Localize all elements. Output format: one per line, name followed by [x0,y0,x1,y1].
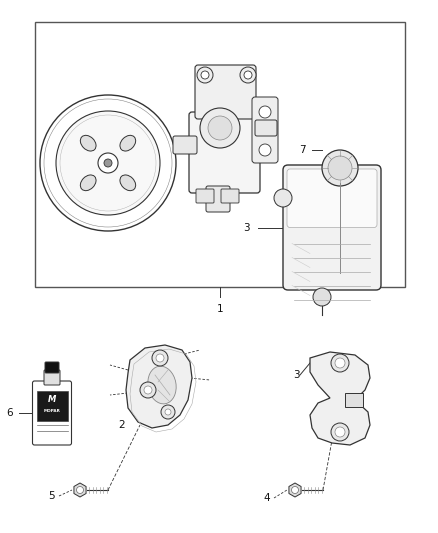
Text: MOPAR: MOPAR [44,409,60,413]
Circle shape [77,487,84,494]
Ellipse shape [80,135,96,151]
Circle shape [274,189,292,207]
Text: 3: 3 [293,370,300,380]
Bar [345,393,363,407]
FancyBboxPatch shape [32,381,71,445]
Circle shape [197,67,213,83]
FancyBboxPatch shape [189,112,260,193]
Ellipse shape [80,175,96,191]
Text: 2: 2 [119,420,125,430]
Ellipse shape [120,135,136,151]
FancyBboxPatch shape [206,186,230,212]
Text: M: M [48,394,56,403]
Circle shape [165,409,171,415]
FancyBboxPatch shape [44,370,60,385]
Circle shape [328,156,352,180]
Circle shape [331,423,349,441]
Circle shape [161,405,175,419]
Ellipse shape [120,175,136,191]
Circle shape [104,159,112,167]
Text: 1: 1 [217,304,223,314]
Polygon shape [289,483,301,497]
FancyBboxPatch shape [287,169,377,228]
Circle shape [331,354,349,372]
Circle shape [244,71,252,79]
Polygon shape [74,483,86,497]
Circle shape [208,116,232,140]
Text: 6: 6 [6,408,13,418]
Circle shape [259,144,271,156]
Circle shape [322,150,358,186]
Circle shape [259,106,271,118]
Circle shape [292,487,299,494]
Circle shape [152,350,168,366]
Circle shape [98,153,118,173]
FancyBboxPatch shape [196,189,214,203]
Text: 3: 3 [244,223,250,233]
Text: 7: 7 [300,145,306,155]
Text: 5: 5 [48,491,55,501]
Bar [35,22,405,287]
Circle shape [200,108,240,148]
Circle shape [240,67,256,83]
Circle shape [335,358,345,368]
Circle shape [144,386,152,394]
FancyBboxPatch shape [45,362,59,373]
Circle shape [56,111,160,215]
FancyBboxPatch shape [173,136,197,154]
Circle shape [156,354,164,362]
Circle shape [201,71,209,79]
FancyBboxPatch shape [195,65,256,119]
Polygon shape [126,345,192,428]
FancyBboxPatch shape [255,120,277,136]
Circle shape [40,95,176,231]
Bar [36,391,67,421]
Circle shape [335,427,345,437]
Ellipse shape [148,366,176,404]
Circle shape [313,288,331,306]
Text: 4: 4 [263,493,270,503]
FancyBboxPatch shape [283,165,381,290]
FancyBboxPatch shape [252,97,278,163]
FancyBboxPatch shape [221,189,239,203]
Polygon shape [310,352,370,445]
Circle shape [140,382,156,398]
